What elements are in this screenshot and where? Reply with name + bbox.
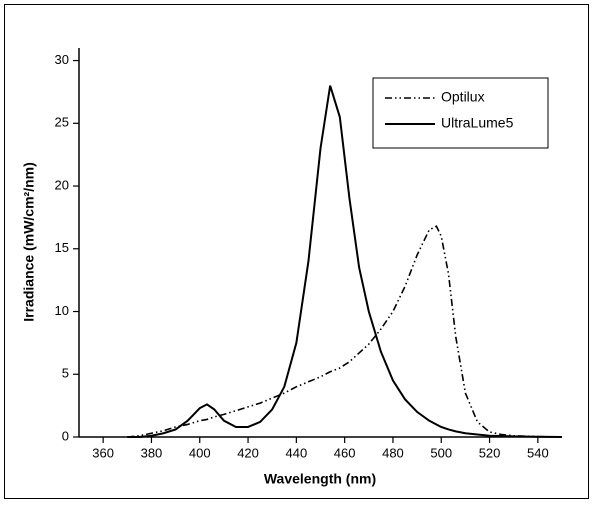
x-tick-label: 520 xyxy=(479,445,501,460)
x-tick-label: 420 xyxy=(237,445,259,460)
y-axis-title: Irradiance (mW/cm²/nm) xyxy=(21,162,37,321)
x-tick-label: 480 xyxy=(382,445,404,460)
y-tick-label: 0 xyxy=(62,428,69,443)
x-tick-label: 360 xyxy=(92,445,114,460)
x-tick-label: 500 xyxy=(430,445,452,460)
y-tick-label: 25 xyxy=(55,115,69,130)
x-tick-label: 400 xyxy=(189,445,211,460)
x-tick-label: 540 xyxy=(527,445,549,460)
legend-box xyxy=(372,77,549,149)
y-tick-label: 15 xyxy=(55,240,69,255)
y-tick-label: 5 xyxy=(62,366,69,381)
x-axis-title: Wavelength (nm) xyxy=(264,471,376,487)
x-tick-label: 460 xyxy=(334,445,356,460)
series-line xyxy=(127,85,563,438)
series-line xyxy=(127,225,563,438)
legend-label: Optilux xyxy=(441,89,485,105)
y-tick-label: 30 xyxy=(55,52,69,67)
y-tick-label: 20 xyxy=(55,177,69,192)
legend-label: UltraLume5 xyxy=(441,115,514,131)
x-tick-label: 380 xyxy=(141,445,163,460)
y-tick-label: 10 xyxy=(55,303,69,318)
frame xyxy=(4,4,589,499)
x-tick-label: 440 xyxy=(285,445,307,460)
